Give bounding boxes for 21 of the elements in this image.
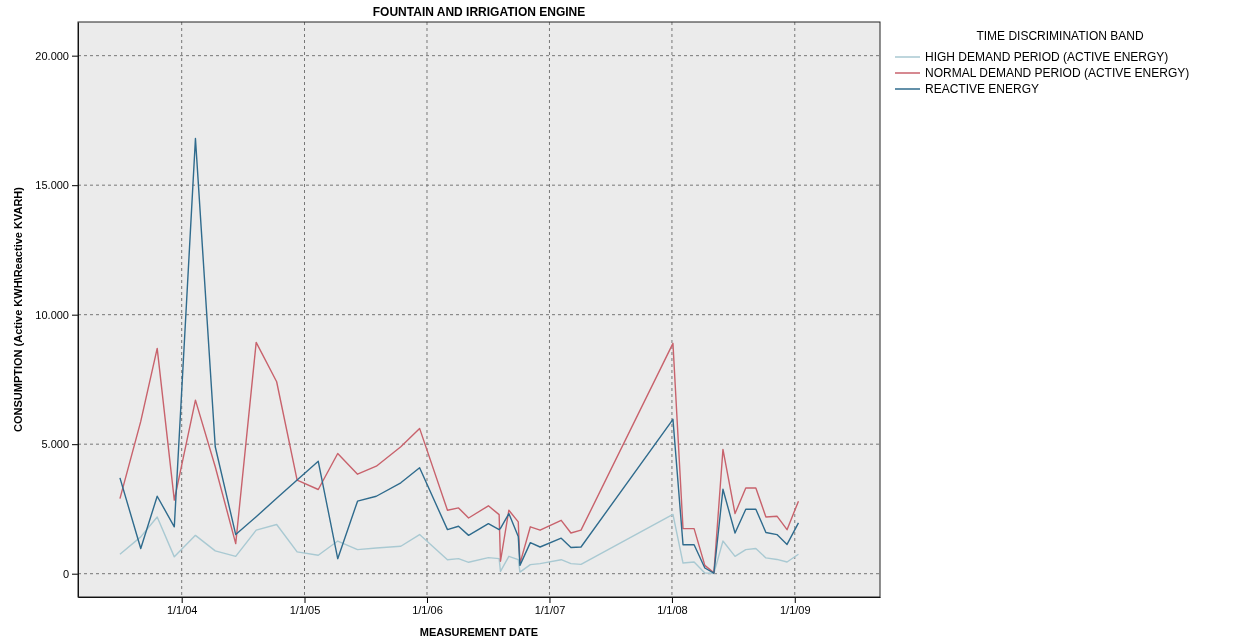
x-tick-label: 1/1/04 xyxy=(166,603,198,616)
x-axis-title: MEASUREMENT DATE xyxy=(419,626,539,638)
line-series xyxy=(119,341,800,574)
x-tick-label: 1/1/09 xyxy=(779,603,811,616)
x-tick-label: 1/1/08 xyxy=(657,603,688,616)
y-tick-label: 15.000 xyxy=(35,179,69,192)
legend-label: NORMAL DEMAND PERIOD (ACTIVE ENERGY) xyxy=(925,66,1190,80)
line-series xyxy=(119,513,800,575)
x-tick-label: 1/1/06 xyxy=(412,603,443,616)
x-tick-label: 1/1/07 xyxy=(534,603,566,616)
legend-label: HIGH DEMAND PERIOD (ACTIVE ENERGY) xyxy=(925,50,1169,64)
y-tick-label: 5.000 xyxy=(41,438,69,451)
y-tick-label: 10.000 xyxy=(35,308,69,321)
chart-title: FOUNTAIN AND IRRIGATION ENGINE xyxy=(372,5,586,19)
line-series xyxy=(119,137,800,574)
y-tick-label: 20.000 xyxy=(35,49,69,62)
legend-title: TIME DISCRIMINATION BAND xyxy=(976,29,1144,43)
y-tick-label: 0 xyxy=(62,567,69,580)
legend-label: REACTIVE ENERGY xyxy=(925,82,1040,96)
y-axis-title: CONSUMPTION (Active KWH\Reactive KVARH) xyxy=(12,186,24,432)
x-tick-label: 1/1/05 xyxy=(289,603,321,616)
